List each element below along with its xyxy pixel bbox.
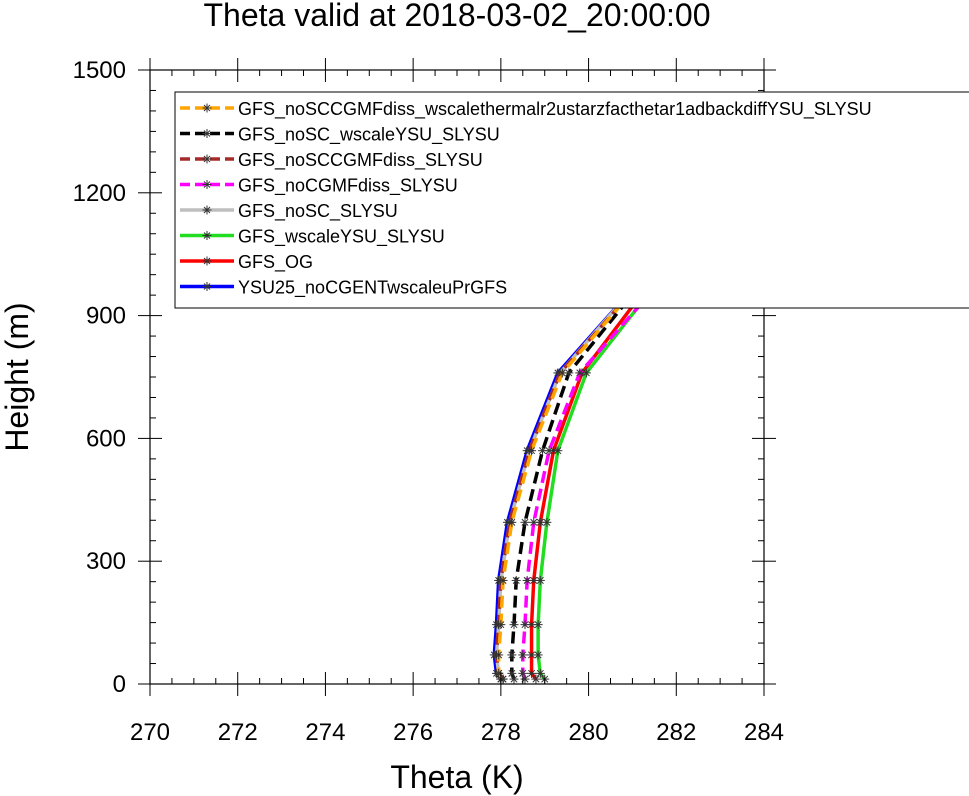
series-line <box>529 187 759 681</box>
legend-item: GFS_noSC_SLYSU <box>180 201 398 222</box>
data-point <box>507 517 517 527</box>
data-point <box>533 620 543 630</box>
data-point <box>494 650 504 660</box>
legend-label: GFS_noSCCGMFdiss_wscalethermalr2ustarzfa… <box>238 99 872 120</box>
legend: GFS_noSCCGMFdiss_wscalethermalr2ustarzfa… <box>174 91 969 309</box>
data-point <box>520 620 530 630</box>
legend-item: GFS_noSC_wscaleYSU_SLYSU <box>180 125 500 146</box>
series-line <box>494 187 757 681</box>
series-line <box>521 187 766 680</box>
y-tick-label: 1200 <box>73 180 126 207</box>
x-tick-label: 278 <box>481 719 521 746</box>
legend-label: GFS_OG <box>238 252 313 273</box>
legend-items: GFS_noSCCGMFdiss_wscalethermalr2ustarzfa… <box>180 99 872 299</box>
data-point <box>544 446 554 456</box>
legend-box <box>174 91 969 309</box>
data-point <box>507 650 517 660</box>
legend-label: GFS_noCGMFdiss_SLYSU <box>238 176 458 197</box>
data-point <box>553 446 563 456</box>
series-line <box>496 187 761 680</box>
x-tick-label: 282 <box>656 719 696 746</box>
x-tick-label: 272 <box>218 719 258 746</box>
data-point <box>538 446 548 456</box>
legend-label: GFS_noSC_SLYSU <box>238 201 398 222</box>
data-point <box>507 668 517 678</box>
data-point <box>527 668 537 678</box>
legend-item: GFS_noSCCGMFdiss_SLYSU <box>180 150 483 171</box>
series-line <box>510 187 763 680</box>
y-tick-label: 900 <box>86 303 126 330</box>
chart-title: Theta valid at 2018-03-02_20:00:00 <box>203 0 710 33</box>
data-point <box>542 517 552 527</box>
legend-item: GFS_wscaleYSU_SLYSU <box>180 227 445 248</box>
data-point <box>535 668 545 678</box>
legend-label: GFS_noSC_wscaleYSU_SLYSU <box>238 125 500 146</box>
y-tick-label: 0 <box>113 671 126 698</box>
legend-item: YSU25_noCGENTwscaleuPrGFS <box>180 278 507 299</box>
y-tick-label: 300 <box>86 548 126 575</box>
data-point <box>533 650 543 660</box>
legend-item: GFS_noCGMFdiss_SLYSU <box>180 176 458 197</box>
x-tick-label: 280 <box>569 719 609 746</box>
data-point <box>518 668 528 678</box>
data-point <box>522 575 532 585</box>
y-tick-label: 600 <box>86 425 126 452</box>
data-point <box>509 620 519 630</box>
legend-label: GFS_noSCCGMFdiss_SLYSU <box>238 150 483 171</box>
x-tick-label: 284 <box>744 719 784 746</box>
legend-label: YSU25_noCGENTwscaleuPrGFS <box>238 278 507 299</box>
series-line <box>536 187 763 681</box>
legend-item: GFS_noSCCGMFdiss_wscalethermalr2ustarzfa… <box>180 99 872 120</box>
data-point <box>581 368 591 378</box>
data-point <box>518 650 528 660</box>
data-point <box>527 446 537 456</box>
data-point <box>498 575 508 585</box>
data-point <box>527 650 537 660</box>
legend-item: GFS_OG <box>180 252 313 273</box>
data-point <box>575 368 585 378</box>
y-tick-label: 1500 <box>73 57 126 84</box>
data-point <box>535 575 545 585</box>
data-point <box>520 517 530 527</box>
x-tick-label: 274 <box>305 719 345 746</box>
data-point <box>557 368 567 378</box>
data-point <box>496 620 506 630</box>
data-point <box>529 517 539 527</box>
x-tick-labels: 270 272 274 276 278 280 282 284 <box>130 719 784 746</box>
y-axis-label: Height (m) <box>0 302 35 451</box>
legend-label: GFS_wscaleYSU_SLYSU <box>238 227 445 248</box>
data-point <box>511 575 521 585</box>
x-tick-label: 270 <box>130 719 170 746</box>
data-point <box>564 368 574 378</box>
data-point <box>531 674 541 684</box>
y-tick-labels: 0 300 600 900 1200 1500 <box>73 57 126 698</box>
x-tick-label: 276 <box>393 719 433 746</box>
x-axis-label: Theta (K) <box>390 759 523 795</box>
